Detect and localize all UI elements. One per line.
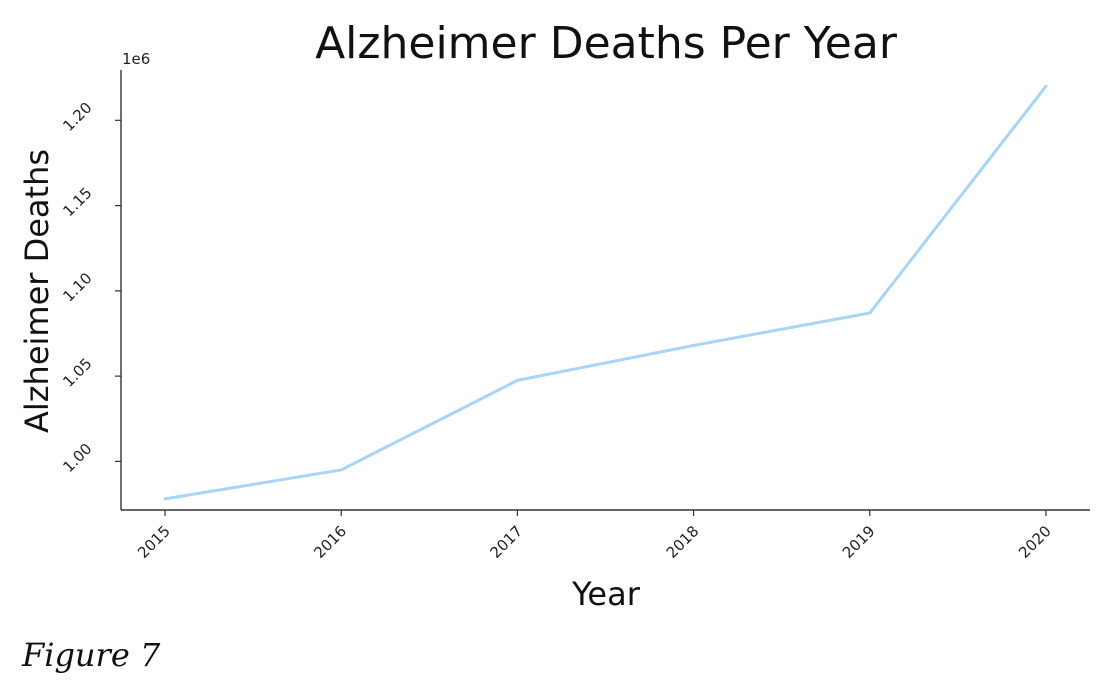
axes (120, 70, 1090, 511)
data-point (692, 343, 696, 347)
x-tick-label: 2017 (487, 522, 527, 562)
figure-caption: Figure 7 (22, 636, 161, 674)
x-tick-label: 2016 (310, 522, 350, 562)
data-point (163, 497, 167, 501)
x-axis-label: Year (571, 575, 641, 613)
y-axis-ticks: 1.00 1.05 1.10 1.15 1.20 (59, 99, 121, 476)
data-point (1044, 84, 1048, 88)
x-axis-ticks: 2015 2016 2017 2018 2019 2020 (134, 510, 1055, 562)
y-tick-label: 1.00 (59, 440, 95, 476)
chart-title: Alzheimer Deaths Per Year (315, 18, 898, 69)
y-axis-label: Alzheimer Deaths (18, 149, 56, 433)
x-tick-label: 2019 (839, 522, 879, 562)
y-tick-label: 1.10 (59, 269, 95, 305)
x-tick-label: 2018 (663, 522, 703, 562)
line-chart: Alzheimer Deaths Per Year 1e6 1.001.051.… (18, 18, 1090, 613)
y-tick-label: 1.20 (59, 99, 95, 135)
y-axis-offset-label: 1e6 (122, 50, 150, 68)
y-tick-label: 1.15 (59, 184, 95, 220)
data-point (339, 468, 343, 472)
x-tick-label: 2015 (134, 522, 174, 562)
data-point (868, 311, 872, 315)
series-line (164, 85, 1048, 501)
data-point (515, 378, 519, 382)
y-tick-label: 1.05 (59, 354, 95, 390)
series-group (163, 84, 1048, 501)
x-tick-label: 2020 (1015, 522, 1055, 562)
